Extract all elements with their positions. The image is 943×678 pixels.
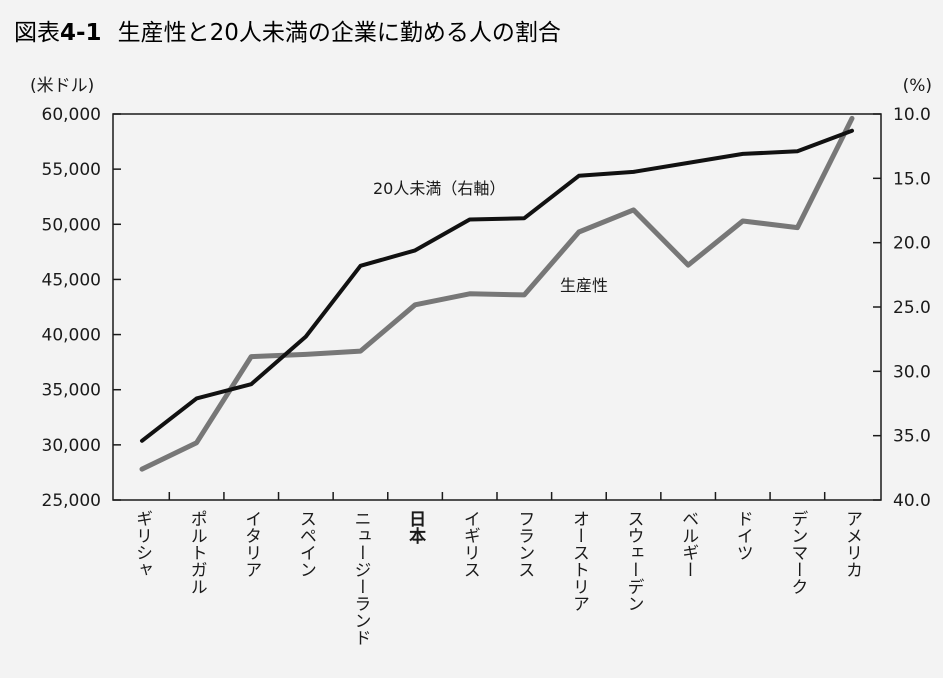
left-tick-label: 35,000 bbox=[42, 381, 101, 401]
right-tick-label: 40.0 bbox=[893, 491, 931, 511]
data-point-under20 bbox=[741, 153, 744, 155]
right-tick-label: 30.0 bbox=[893, 362, 931, 382]
data-point-under20 bbox=[796, 150, 799, 153]
data-point-productivity bbox=[687, 264, 689, 266]
left-tick-label: 50,000 bbox=[42, 215, 101, 235]
series-line-under20 bbox=[140, 128, 854, 443]
series-line-productivity bbox=[139, 115, 855, 472]
x-tick-label: アメリカ bbox=[842, 510, 862, 578]
x-tick-label: デンマーク bbox=[787, 510, 807, 595]
left-axis-unit: (米ドル) bbox=[30, 76, 94, 96]
left-tick-label: 25,000 bbox=[42, 491, 101, 511]
data-point-productivity bbox=[523, 294, 526, 296]
left-tick-label: 30,000 bbox=[42, 436, 101, 456]
data-point-under20 bbox=[305, 335, 307, 338]
x-tick-label: ドイツ bbox=[733, 510, 753, 561]
data-point-under20 bbox=[359, 265, 362, 267]
x-tick-label: イタリア bbox=[241, 510, 261, 578]
data-point-productivity bbox=[468, 292, 471, 295]
right-tick-label: 15.0 bbox=[893, 169, 931, 189]
data-point-under20 bbox=[195, 397, 198, 400]
data-point-under20 bbox=[250, 383, 253, 386]
x-tick-label: ポルトガル bbox=[187, 510, 207, 595]
data-point-under20 bbox=[851, 129, 853, 132]
right-tick-label: 35.0 bbox=[893, 427, 931, 447]
series-label-productivity: 生産性 bbox=[560, 276, 608, 295]
chart-title: 図表4-1 生産性と20人未満の企業に勤める人の割合 bbox=[14, 20, 561, 46]
left-tick-label: 40,000 bbox=[42, 326, 101, 346]
title-prefix: 図表 bbox=[14, 20, 60, 46]
x-tick-label: イギリス bbox=[460, 510, 480, 578]
data-point-productivity bbox=[632, 209, 635, 211]
data-point-productivity bbox=[305, 353, 307, 356]
x-tick-label: スペイン bbox=[296, 510, 316, 578]
right-tick-label: 20.0 bbox=[893, 234, 931, 254]
data-point-productivity bbox=[796, 226, 799, 229]
right-axis-unit: (%) bbox=[903, 76, 932, 96]
data-point-under20 bbox=[141, 440, 143, 442]
x-tick-label: 日本 bbox=[405, 510, 426, 545]
x-tick-label: ベルギー bbox=[678, 510, 698, 578]
title-number: 4-1 bbox=[60, 20, 102, 46]
right-tick-label: 10.0 bbox=[893, 105, 931, 125]
data-point-productivity bbox=[250, 355, 253, 358]
x-tick-label: ニュージーランド bbox=[350, 510, 370, 646]
data-point-under20 bbox=[468, 218, 471, 221]
plot-frame bbox=[112, 113, 882, 501]
data-point-under20 bbox=[414, 249, 416, 252]
x-tick-label: スウェーデン bbox=[624, 510, 644, 612]
x-tick-label: オーストリア bbox=[569, 510, 589, 612]
left-tick-label: 55,000 bbox=[42, 160, 101, 180]
x-tick-label: ギリシャ bbox=[132, 510, 152, 578]
left-tick-label: 45,000 bbox=[42, 270, 101, 290]
data-point-under20 bbox=[523, 217, 526, 220]
x-axis: ギリシャ ポルトガル イタリア スペイン ニュージーランド 日本 イギリス フランス オーストリ… bbox=[132, 492, 862, 646]
x-tick-label: フランス bbox=[514, 510, 534, 578]
series-layer bbox=[139, 115, 855, 472]
right-axis: 10.0 15.0 20.0 25.0 30.0 35.0 40.0 bbox=[873, 105, 931, 511]
data-point-productivity bbox=[359, 350, 362, 352]
data-point-productivity bbox=[578, 231, 580, 233]
data-point-productivity bbox=[414, 303, 416, 306]
data-point-under20 bbox=[632, 171, 635, 173]
data-point-productivity bbox=[195, 441, 198, 444]
data-point-productivity bbox=[741, 220, 744, 222]
title-text: 生産性と20人未満の企業に勤める人の割合 bbox=[118, 20, 561, 46]
data-point-under20 bbox=[687, 162, 689, 164]
data-point-productivity bbox=[141, 468, 143, 470]
data-point-productivity bbox=[851, 117, 853, 120]
left-tick-label: 60,000 bbox=[42, 105, 101, 125]
right-tick-label: 25.0 bbox=[893, 298, 931, 318]
data-point-under20 bbox=[578, 174, 580, 177]
left-axis: 25,000 30,000 35,000 40,000 45,000 50,000 55,0… bbox=[42, 105, 121, 511]
series-label-under20: 20人未満（右軸） bbox=[373, 179, 505, 198]
